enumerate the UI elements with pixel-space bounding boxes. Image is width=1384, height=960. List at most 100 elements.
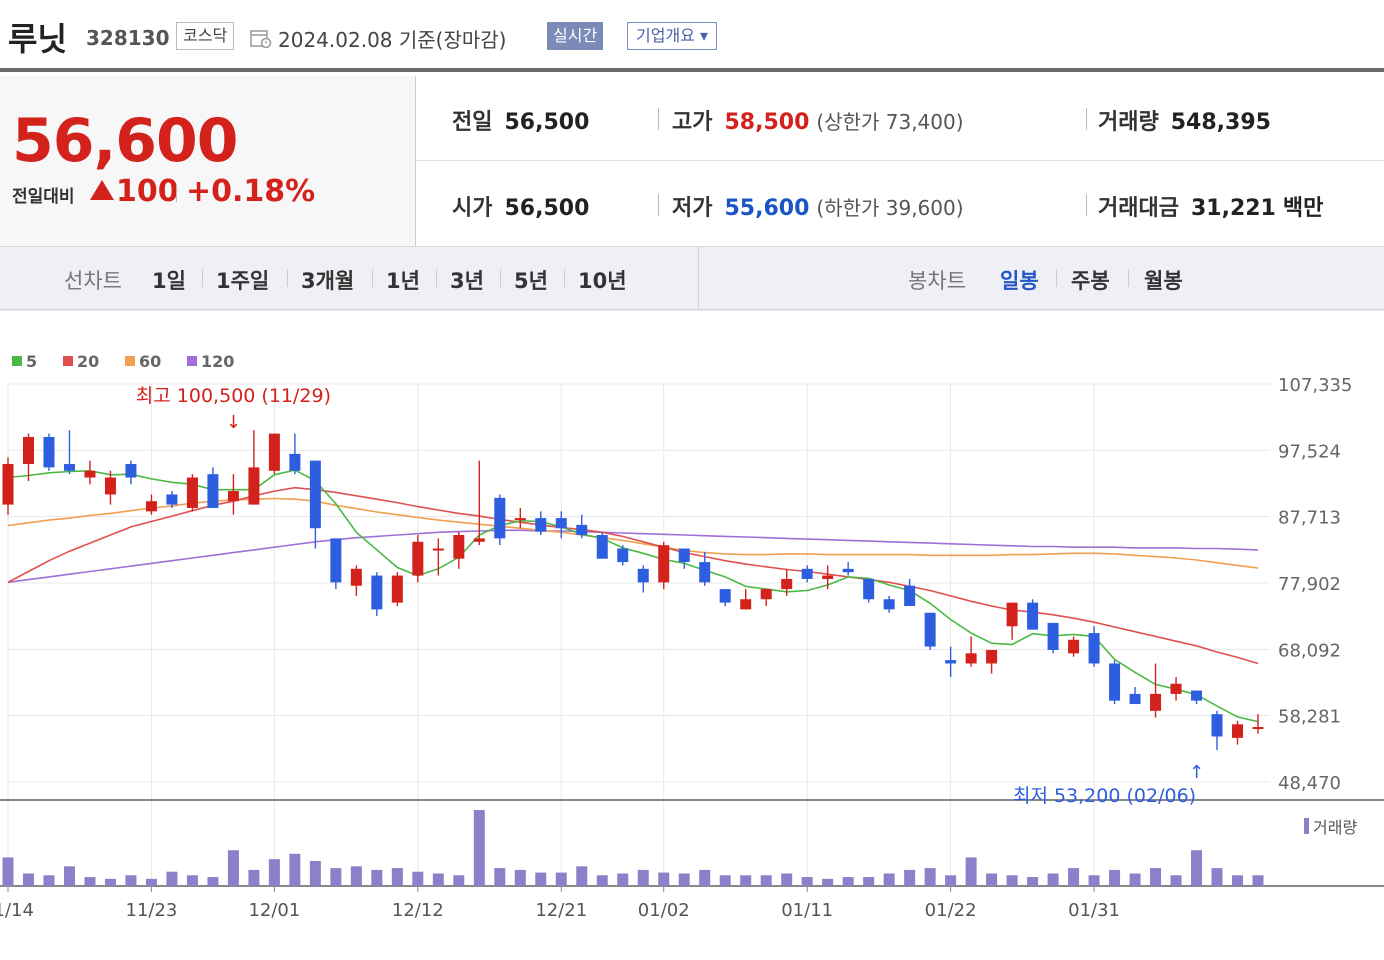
tab-period-5y[interactable]: 5년 [514, 269, 548, 293]
realtime-button[interactable]: 실시간 [547, 22, 604, 50]
divider [1086, 194, 1087, 216]
legend-label: 120 [201, 352, 234, 371]
candle-body [1068, 639, 1080, 654]
candle-body [412, 541, 424, 576]
volume-bar [658, 872, 670, 886]
volume-bar [1027, 877, 1039, 886]
candle-body [781, 578, 793, 590]
candlestick-chart: 107,335 97,524 87,713 77,902 68,092 58,281 48,… [0, 309, 1384, 960]
volume-bar [1211, 868, 1223, 886]
candle-body [986, 649, 998, 664]
volume-bar [84, 877, 96, 886]
volume-bar [863, 877, 875, 886]
candle-body [596, 535, 608, 559]
volume-bar [166, 871, 178, 886]
volume-bar [186, 875, 198, 886]
candle-body [248, 467, 260, 505]
stock-code: 328130 [86, 26, 170, 50]
y-tick-label: 107,335 [1278, 375, 1352, 396]
tab-candle-chart[interactable]: 봉차트 [908, 269, 966, 293]
tab-period-1y[interactable]: 1년 [386, 269, 420, 293]
divider [416, 160, 1384, 161]
legend-swatch [12, 356, 22, 366]
volume-bar [2, 857, 14, 886]
tab-period-3m[interactable]: 3개월 [301, 269, 355, 293]
tab-period-10y[interactable]: 10년 [578, 269, 627, 293]
candle-body [883, 599, 895, 610]
ma120-line [7, 529, 1259, 584]
candle-body [842, 568, 854, 573]
volume-bar [596, 875, 608, 886]
candle-body [145, 501, 157, 512]
volume-bar [125, 875, 137, 886]
volume-bar [104, 878, 116, 886]
candle-body [350, 568, 362, 586]
candle-body [1232, 724, 1244, 738]
tab-daily[interactable]: 일봉 [1000, 269, 1039, 293]
divider [436, 269, 437, 287]
stock-name: 루닛 [8, 20, 67, 58]
volume-bar [473, 810, 485, 886]
prev-close-label: 전일 [452, 110, 493, 135]
x-tick-label: 12/21 [535, 900, 587, 921]
tab-period-3y[interactable]: 3년 [450, 269, 484, 293]
tab-period-1d[interactable]: 1일 [152, 269, 186, 293]
y-tick-label: 77,902 [1278, 574, 1341, 595]
divider [1128, 269, 1129, 287]
candle-body [658, 545, 670, 583]
divider [287, 269, 288, 287]
candle-body [43, 436, 55, 468]
volume-bar [1047, 873, 1059, 886]
volume-stat: 거래량 548,395 [1098, 104, 1271, 136]
candle-body [1252, 727, 1264, 730]
tab-monthly[interactable]: 월봉 [1144, 269, 1183, 293]
tab-line-chart[interactable]: 선차트 [64, 269, 122, 293]
candle-body [637, 568, 649, 583]
candle-body [391, 575, 403, 603]
up-arrow-icon [90, 180, 114, 200]
volume-bar [760, 875, 772, 886]
candle-body [104, 477, 116, 495]
price-stats-panel: 전일 56,500 고가 58,500 (상한가 73,400) 거래량 548,39… [416, 76, 1384, 246]
legend-label: 60 [139, 352, 161, 371]
tab-period-1w[interactable]: 1주일 [216, 269, 270, 293]
volume-bar [1088, 875, 1100, 886]
volume-bar [719, 875, 731, 886]
volume-bar [453, 875, 465, 886]
volume-bar [1129, 873, 1141, 886]
volume-bar [1068, 868, 1080, 886]
y-tick-label: 97,524 [1278, 441, 1341, 462]
candle-body [473, 538, 485, 542]
price-change: 100 [116, 174, 179, 209]
candle-body [678, 548, 690, 563]
volume-bar [514, 869, 526, 886]
candle-body [125, 464, 137, 478]
market-badge: 코스닥 [176, 22, 235, 50]
candle-body [1027, 602, 1039, 630]
current-price: 56,600 [12, 106, 239, 176]
volume-bar [412, 871, 424, 886]
y-tick-label: 87,713 [1278, 508, 1341, 529]
candle-body [166, 494, 178, 505]
candle-body [2, 464, 14, 505]
volume-bar [822, 878, 834, 886]
volume-bar [1191, 850, 1203, 886]
candle-body [227, 491, 239, 502]
candle-body [84, 470, 96, 478]
candle-body [514, 518, 526, 521]
volume-bar [699, 869, 711, 886]
candle-body [63, 464, 75, 471]
x-tick-label: 11/14 [0, 900, 34, 921]
candle-body [863, 578, 875, 600]
y-tick-label: 58,281 [1278, 707, 1341, 728]
candle-body [719, 589, 731, 603]
tab-weekly[interactable]: 주봉 [1071, 269, 1110, 293]
volume-bar [576, 866, 588, 886]
trade-amount-value: 31,221 [1190, 196, 1276, 221]
chart-tabs-bar: 선차트 1일 1주일 3개월 1년 3년 5년 10년 봉차트 일봉 주봉 월봉 [0, 246, 1384, 310]
volume-bar [494, 868, 506, 886]
volume-bar [924, 868, 936, 886]
company-overview-dropdown[interactable]: 기업개요 ▾ [627, 22, 717, 50]
volume-bar [330, 868, 342, 886]
legend-swatch [125, 356, 135, 366]
